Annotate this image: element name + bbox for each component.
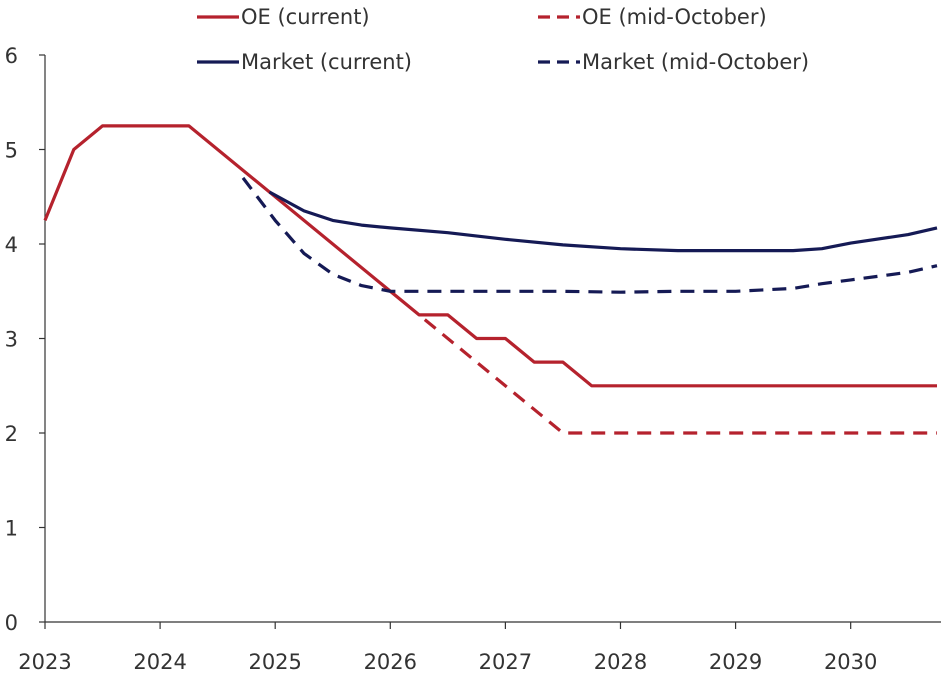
x-tick-label: 2030 bbox=[824, 650, 877, 674]
series-line-oe-mid-october bbox=[423, 318, 937, 435]
legend: OE (current) OE (mid-October) Market (curr… bbox=[197, 5, 809, 74]
series-lines bbox=[43, 124, 938, 435]
x-tick-label: 2027 bbox=[479, 650, 532, 674]
y-tick-label: 2 bbox=[5, 422, 18, 446]
x-tick-label: 2023 bbox=[18, 650, 71, 674]
y-tick-label: 3 bbox=[5, 328, 18, 352]
series-line-market-mid-october bbox=[241, 176, 938, 294]
y-tick-label: 4 bbox=[5, 233, 18, 257]
legend-label-oe-current: OE (current) bbox=[241, 5, 370, 29]
x-tick-label: 2029 bbox=[709, 650, 762, 674]
y-tick-label: 1 bbox=[5, 517, 18, 541]
legend-label-market-current: Market (current) bbox=[241, 50, 412, 74]
y-tick-label: 5 bbox=[5, 139, 18, 163]
series-line-oe-current bbox=[43, 124, 937, 388]
x-tick-label: 2025 bbox=[248, 650, 301, 674]
x-tick-label: 2026 bbox=[364, 650, 417, 674]
x-tick-label: 2028 bbox=[594, 650, 647, 674]
legend-label-oe-mid-october: OE (mid-October) bbox=[582, 5, 767, 29]
axes: 0 1 2 3 4 5 6 2023 2024 2025 2026 2027 2028 2029 2030 bbox=[5, 44, 941, 674]
y-tick-label: 6 bbox=[5, 44, 18, 68]
x-tick-label: 2024 bbox=[133, 650, 186, 674]
legend-label-market-mid-october: Market (mid-October) bbox=[582, 50, 809, 74]
series-line-market-current bbox=[268, 190, 938, 253]
y-tick-label: 0 bbox=[5, 611, 18, 635]
